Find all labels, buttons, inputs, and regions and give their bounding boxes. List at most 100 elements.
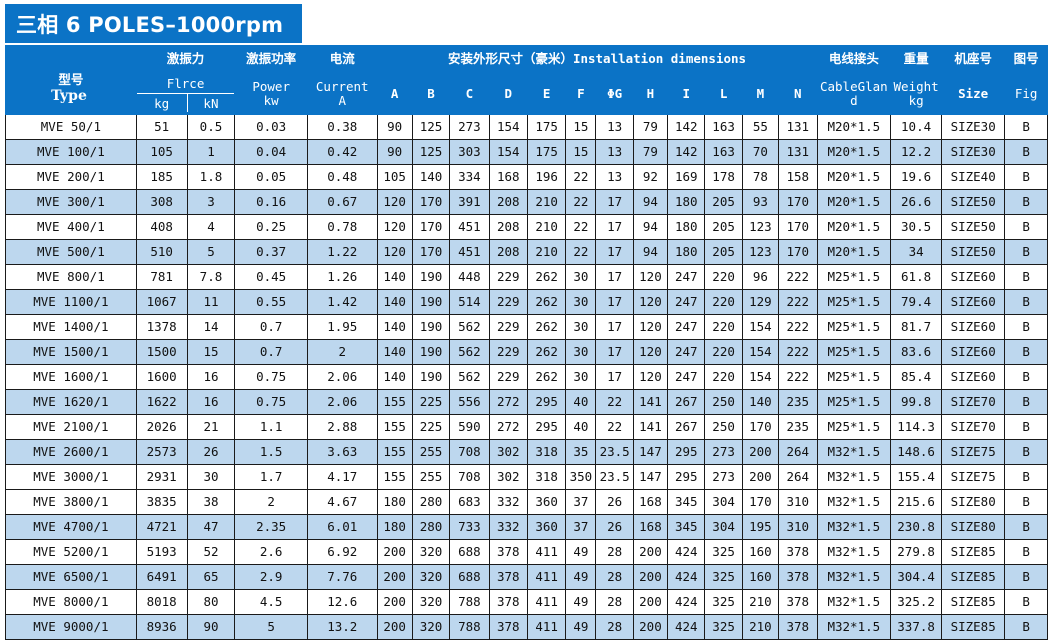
- cell-value: 556: [449, 389, 490, 415]
- cell-value: 154: [488, 114, 528, 140]
- cell-value: SIZE30: [941, 114, 1006, 140]
- cell-value: 360: [526, 489, 567, 515]
- cell-value: 155: [376, 389, 413, 415]
- header-fig-sub: Fig: [1004, 72, 1048, 115]
- header-force-cn: 激振力: [135, 45, 236, 73]
- cell-value: 120: [632, 339, 669, 365]
- cell-value: 90: [186, 614, 236, 640]
- table-row: MVE 300/1 308 3 0.16 0.67 120 170 391 208 210 22 17…: [5, 189, 1048, 215]
- cell-value: 180: [667, 214, 706, 240]
- cell-value: 30: [186, 464, 236, 490]
- cell-value: 424: [667, 539, 706, 565]
- cell-value: SIZE30: [941, 139, 1006, 165]
- cell-value: 1.1: [234, 414, 308, 440]
- header-dim-l: L: [704, 72, 743, 115]
- cell-value: 22: [595, 389, 634, 415]
- cell-value: 155: [376, 414, 413, 440]
- cell-value: 148.6: [890, 439, 943, 465]
- cell-value: 200: [741, 439, 780, 465]
- cell-value: M32*1.5: [816, 539, 892, 565]
- header-cablegland-cn: 电线接头: [816, 45, 892, 73]
- cell-value: 147: [632, 439, 669, 465]
- cell-value: 304.4: [890, 564, 943, 590]
- cell-value: 49: [565, 614, 597, 640]
- cell-value: 85.4: [890, 364, 943, 390]
- cell-value: B: [1004, 489, 1048, 515]
- cell-value: 200: [376, 589, 413, 615]
- cell-value: 120: [376, 189, 413, 215]
- cell-model: MVE 2100/1: [5, 414, 137, 440]
- cell-value: 273: [704, 439, 743, 465]
- header-force-unit-group: Flrce kg kN: [135, 72, 236, 115]
- cell-value: 17: [595, 264, 634, 290]
- cell-value: 169: [667, 164, 706, 190]
- cell-value: 92: [632, 164, 669, 190]
- cell-value: 168: [632, 514, 669, 540]
- cell-model: MVE 400/1: [5, 214, 137, 240]
- cell-value: SIZE80: [941, 489, 1006, 515]
- cell-value: 210: [741, 614, 780, 640]
- cell-value: 4: [186, 214, 236, 240]
- cell-value: 3.63: [306, 439, 378, 465]
- cell-value: 21: [186, 414, 236, 440]
- cell-value: 273: [704, 464, 743, 490]
- cell-value: 0.67: [306, 189, 378, 215]
- cell-value: 378: [778, 614, 818, 640]
- cell-value: 195: [741, 514, 780, 540]
- cell-value: 733: [449, 514, 490, 540]
- cell-value: 22: [565, 214, 597, 240]
- cell-value: 170: [411, 214, 451, 240]
- cell-value: 38: [186, 489, 236, 515]
- cell-value: 155: [376, 464, 413, 490]
- cell-value: 562: [449, 364, 490, 390]
- cell-value: 279.8: [890, 539, 943, 565]
- cell-value: M25*1.5: [816, 389, 892, 415]
- cell-value: 90: [376, 114, 413, 140]
- cell-value: 10.4: [890, 114, 943, 140]
- cell-value: M32*1.5: [816, 489, 892, 515]
- cell-value: 235: [778, 389, 818, 415]
- cell-value: 2: [306, 339, 378, 365]
- cell-value: 350: [565, 464, 597, 490]
- cell-value: 378: [488, 589, 528, 615]
- header-fig-cn: 图号: [1004, 45, 1048, 73]
- cell-model: MVE 1400/1: [5, 314, 137, 340]
- cell-value: 7.8: [186, 264, 236, 290]
- cell-value: M32*1.5: [816, 514, 892, 540]
- cell-value: B: [1004, 389, 1048, 415]
- cell-value: 3835: [135, 489, 188, 515]
- table-row: MVE 3800/1 3835 38 2 4.67 180 280 683 332 360 37 26…: [5, 489, 1048, 515]
- table-row: MVE 1400/1 1378 14 0.7 1.95 140 190 562 229 262 30…: [5, 314, 1048, 340]
- cell-value: 79.4: [890, 289, 943, 315]
- cell-value: 175: [526, 114, 567, 140]
- cell-value: 0.38: [306, 114, 378, 140]
- cell-value: 0.05: [234, 164, 308, 190]
- cell-value: 0.37: [234, 239, 308, 265]
- cell-value: SIZE50: [941, 214, 1006, 240]
- cell-value: 170: [411, 239, 451, 265]
- table-row: MVE 1620/1 1622 16 0.75 2.06 155 225 556 272 295 4…: [5, 389, 1048, 415]
- table-header: 型号 激振力 激振功率 电流 安装外形尺寸（豪米）Installation di…: [5, 45, 1048, 115]
- table-row: MVE 400/1 408 4 0.25 0.78 120 170 451 208 210 22 17…: [5, 214, 1048, 240]
- cell-value: 17: [595, 239, 634, 265]
- header-force-kg: kg: [137, 94, 188, 113]
- cell-value: 170: [778, 214, 818, 240]
- cell-value: 22: [565, 189, 597, 215]
- table-row: MVE 1500/1 1500 15 0.7 2 140 190 562 229 262 30 17 1…: [5, 339, 1048, 365]
- cell-value: 4.17: [306, 464, 378, 490]
- cell-value: M32*1.5: [816, 589, 892, 615]
- cell-value: B: [1004, 614, 1048, 640]
- cell-value: 5: [186, 239, 236, 265]
- cell-value: 200: [376, 564, 413, 590]
- cell-value: 788: [449, 614, 490, 640]
- cell-value: B: [1004, 214, 1048, 240]
- table-row: MVE 6500/1 6491 65 2.9 7.76 200 320 688 378 411 49…: [5, 564, 1048, 590]
- cell-value: 378: [778, 539, 818, 565]
- cell-value: 1.26: [306, 264, 378, 290]
- cell-value: 408: [135, 214, 188, 240]
- cell-value: 55: [741, 114, 780, 140]
- cell-value: 332: [488, 489, 528, 515]
- cell-value: 378: [778, 564, 818, 590]
- cell-value: 94: [632, 189, 669, 215]
- cell-value: 0.25: [234, 214, 308, 240]
